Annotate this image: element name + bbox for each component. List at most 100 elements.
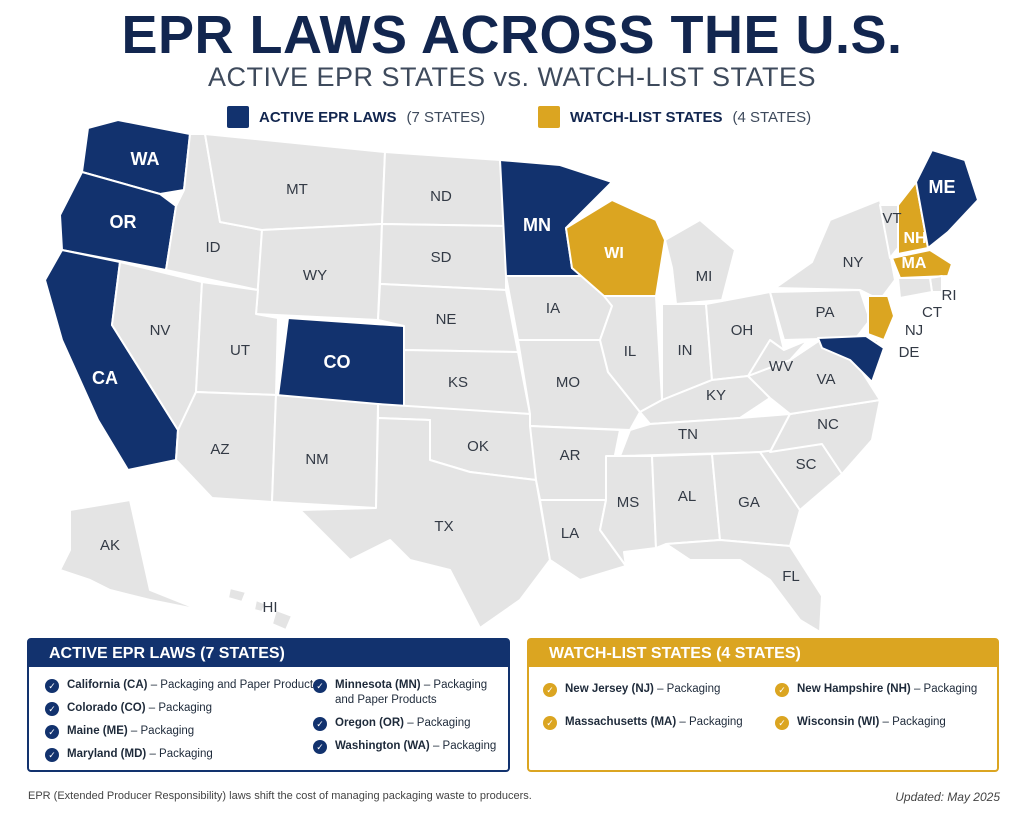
entry-state: Oregon (OR) [335,717,404,729]
entry-detail: – Packaging [432,740,497,752]
list-item: ✓ Colorado (CO) – Packaging [45,701,319,716]
entry-state: Maryland (MD) [67,748,147,760]
state-NY[interactable] [774,199,896,301]
map-label-NY: NY [843,254,864,271]
state-AK[interactable] [59,499,201,611]
list-item: ✓ Wisconsin (WI) – Packaging [775,715,977,730]
map-label-ME: ME [929,177,956,197]
map-label-OR: OR [110,212,137,232]
entry-detail: – Packaging [882,716,946,728]
state-NJ[interactable] [867,295,895,341]
us-map: WA OR CA ID NV MT WY UT CO AZ NM ND SD N… [44,119,979,633]
map-label-MO: MO [556,374,580,391]
state-MA[interactable] [891,249,953,279]
map-label-MT: MT [286,181,308,198]
entry-state: California (CA) [67,679,148,691]
map-label-TN: TN [678,426,698,443]
list-item: ✓ Maryland (MD) – Packaging [45,747,319,762]
state-MI[interactable] [664,219,736,305]
legend-item-active: ACTIVE EPR LAWS (7 STATES) [227,106,485,128]
map-label-RI: RI [942,287,957,304]
map-label-TX: TX [434,518,453,535]
map-label-AK: AK [100,537,120,554]
state-HI[interactable] [227,587,293,631]
list-item: ✓ Massachusetts (MA) – Packaging [543,715,743,730]
map-label-IN: IN [678,342,693,359]
check-icon: ✓ [45,679,59,693]
check-icon: ✓ [313,679,327,693]
check-icon: ✓ [313,717,327,731]
map-label-NE: NE [436,311,457,328]
map-label-ID: ID [206,239,221,256]
check-icon: ✓ [45,725,59,739]
map-label-VA: VA [817,371,836,388]
entry-detail: – Packaging [913,683,978,695]
state-MD[interactable] [817,335,885,383]
entry-state: Colorado (CO) [67,702,146,714]
check-icon: ✓ [45,702,59,716]
entry-detail: – Packaging and Paper Products [335,679,488,706]
map-label-NH: NH [903,230,926,247]
map-label-MS: MS [617,494,640,511]
map-label-HI: HI [263,599,278,616]
watch-panel-heading: WATCH-LIST STATES (4 STATES) [529,640,997,667]
legend-label-active: ACTIVE EPR LAWS [259,108,397,126]
check-icon: ✓ [775,683,789,697]
legend-label-watch: WATCH-LIST STATES [570,108,723,126]
page-title: EPR LAWS ACROSS THE U.S. [121,5,903,65]
state-CT[interactable] [897,277,933,299]
map-label-WV: WV [769,358,793,375]
map-label-CO: CO [324,352,351,372]
entry-state: New Hampshire (NH) [797,683,911,695]
legend-item-watch: WATCH-LIST STATES (4 STATES) [538,106,811,128]
list-item: ✓ Minnesota (MN) – Packaging and Paper Pr… [313,678,503,708]
map-label-MN: MN [523,215,551,235]
list-item: ✓ Washington (WA) – Packaging [313,739,503,754]
state-TX[interactable] [299,417,551,629]
map-label-NM: NM [305,451,328,468]
active-panel-heading: ACTIVE EPR LAWS (7 STATES) [29,640,508,667]
state-GA[interactable] [711,451,801,547]
map-label-WY: WY [303,267,327,284]
check-icon: ✓ [543,683,557,697]
map-label-MD: MD [893,361,921,381]
check-icon: ✓ [543,716,557,730]
list-item: ✓ Oregon (OR) – Packaging [313,716,503,731]
map-label-MI: MI [696,268,713,285]
entry-state: New Jersey (NJ) [565,683,654,695]
entry-state: Maine (ME) [67,725,128,737]
state-IL[interactable] [599,295,663,413]
map-label-UT: UT [230,342,250,359]
list-item: ✓ California (CA) – Packaging and Paper P… [45,678,319,693]
map-label-CT: CT [922,304,942,321]
footnote: EPR (Extended Producer Responsibility) l… [28,790,532,802]
entry-state: Minnesota (MN) [335,679,421,691]
map-label-AZ: AZ [210,441,229,458]
state-ME[interactable] [915,149,979,249]
watch-panel-column-left: ✓ New Jersey (NJ) – Packaging ✓ Massachuse… [543,682,743,738]
map-label-AR: AR [560,447,581,464]
state-WV[interactable] [747,339,809,377]
map-label-SD: SD [431,249,452,266]
map-label-GA: GA [738,494,760,511]
list-item: ✓ New Hampshire (NH) – Packaging [775,682,977,697]
state-TN[interactable] [619,413,791,457]
check-icon: ✓ [775,716,789,730]
map-label-IA: IA [546,300,560,317]
map-label-KS: KS [448,374,468,391]
entry-detail: – Packaging [148,702,213,714]
map-label-SC: SC [796,456,817,473]
map-label-IL: IL [624,343,637,360]
state-WI[interactable] [565,199,666,297]
check-icon: ✓ [313,740,327,754]
map-label-MA: MA [902,255,927,272]
entry-detail: – Packaging [149,748,213,760]
map-label-OH: OH [731,322,754,339]
watch-panel-column-right: ✓ New Hampshire (NH) – Packaging ✓ Wiscons… [775,682,977,738]
map-label-FL: FL [782,568,800,585]
map-label-LA: LA [561,525,579,542]
map-label-NC: NC [817,416,839,433]
watch-list-panel: WATCH-LIST STATES (4 STATES) ✓ New Jersey… [527,638,999,772]
legend: ACTIVE EPR LAWS (7 STATES) WATCH-LIST ST… [0,106,1024,134]
state-FL[interactable] [665,539,823,633]
